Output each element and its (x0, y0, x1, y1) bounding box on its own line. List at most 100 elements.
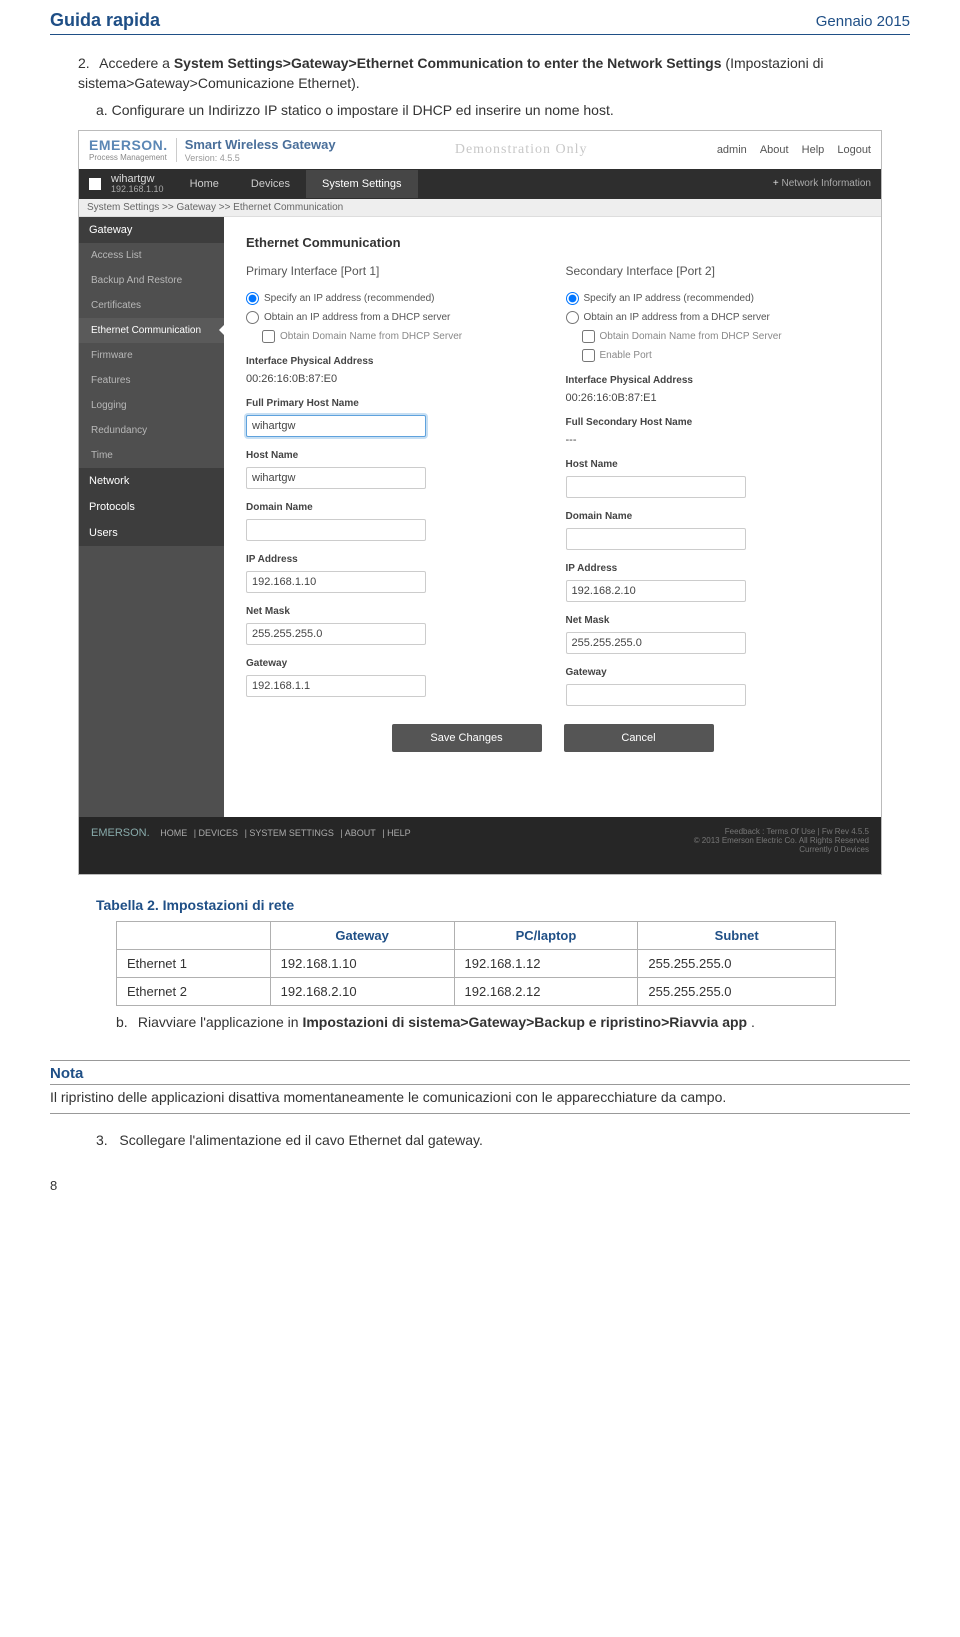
sidebar-item-redundancy[interactable]: Redundancy (79, 418, 224, 443)
brand-block: EMERSON. Process Management Smart Wirele… (89, 137, 336, 163)
intro-text-pre: Accedere a (99, 55, 174, 71)
primary-opt-dhcp[interactable]: Obtain an IP address from a DHCP server (246, 311, 540, 324)
page-header: Guida rapida Gennaio 2015 (50, 0, 910, 35)
save-button[interactable]: Save Changes (392, 724, 542, 752)
primary-ip-label: IP Address (246, 554, 540, 565)
primary-gw-input[interactable] (246, 675, 426, 697)
secondary-radio-dhcp[interactable] (566, 311, 579, 324)
screenshot: EMERSON. Process Management Smart Wirele… (78, 130, 882, 875)
sidebar-item-backup-restore[interactable]: Backup And Restore (79, 268, 224, 293)
table2: Gateway PC/laptop Subnet Ethernet 1 192.… (116, 921, 836, 1006)
primary-domain-input[interactable] (246, 519, 426, 541)
sidebar-item-certificates[interactable]: Certificates (79, 293, 224, 318)
primary-radio-dhcp[interactable] (246, 311, 259, 324)
sub-letter: a. (96, 102, 108, 118)
sidebar-item-access-list[interactable]: Access List (79, 243, 224, 268)
sidebar-group-protocols[interactable]: Protocols (79, 494, 224, 520)
secondary-gw-input[interactable] (566, 684, 746, 706)
intro-step-2: 2. Accedere a System Settings>Gateway>Et… (78, 53, 910, 94)
secondary-fullhost-label: Full Secondary Host Name (566, 417, 860, 428)
tab-home[interactable]: Home (174, 170, 235, 198)
tab-system-settings[interactable]: System Settings (306, 170, 417, 198)
link-about[interactable]: About (760, 144, 789, 156)
footer-link-home[interactable]: HOME (160, 828, 187, 838)
demo-watermark: Demonstration Only (455, 142, 588, 158)
primary-gw-label: Gateway (246, 658, 540, 669)
secondary-opt-dhcp[interactable]: Obtain an IP address from a DHCP server (566, 311, 860, 324)
sub-text: Configurare un Indirizzo IP statico o im… (112, 102, 614, 118)
footer-right1: Feedback : Terms Of Use | Fw Rev 4.5.5 (694, 827, 869, 836)
primary-mac: 00:26:16:0B:87:E0 (246, 373, 540, 385)
secondary-domain-input[interactable] (566, 528, 746, 550)
sidebar-item-ethernet-comm[interactable]: Ethernet Communication (79, 318, 224, 343)
secondary-checkbox-dname[interactable] (582, 330, 595, 343)
sidebar-item-logging[interactable]: Logging (79, 393, 224, 418)
sidebar-group-network[interactable]: Network (79, 468, 224, 494)
cancel-button[interactable]: Cancel (564, 724, 714, 752)
footer-link-about[interactable]: ABOUT (345, 828, 376, 838)
table-row: Ethernet 2 192.168.2.10 192.168.2.12 255… (117, 977, 836, 1005)
table2-r0-pc: 192.168.1.12 (454, 949, 638, 977)
primary-opt-specify[interactable]: Specify an IP address (recommended) (246, 292, 540, 305)
secondary-ip-input[interactable] (566, 580, 746, 602)
secondary-fullhost: --- (566, 434, 860, 446)
footer-link-settings[interactable]: SYSTEM SETTINGS (249, 828, 334, 838)
primary-fullhost-input[interactable] (246, 415, 426, 437)
secondary-hostname-label: Host Name (566, 459, 860, 470)
primary-chk-dname[interactable]: Obtain Domain Name from DHCP Server (262, 330, 540, 343)
secondary-opt-specify[interactable]: Specify an IP address (recommended) (566, 292, 860, 305)
secondary-hostname-input[interactable] (566, 476, 746, 498)
footer-link-devices[interactable]: DEVICES (199, 828, 239, 838)
secondary-mask-input[interactable] (566, 632, 746, 654)
nota-body: Il ripristino delle applicazioni disatti… (50, 1087, 910, 1114)
top-links: admin About Help Logout (707, 144, 871, 156)
secondary-mask-label: Net Mask (566, 615, 860, 626)
secondary-opt-specify-label: Specify an IP address (recommended) (584, 293, 754, 304)
sidebar-item-firmware[interactable]: Firmware (79, 343, 224, 368)
link-logout[interactable]: Logout (837, 144, 871, 156)
primary-chk-dname-label: Obtain Domain Name from DHCP Server (280, 331, 462, 342)
table2-th-pc: PC/laptop (454, 921, 638, 949)
sidebar-group-gateway[interactable]: Gateway (79, 217, 224, 243)
secondary-chk-enable-label: Enable Port (600, 350, 652, 361)
primary-ip-input[interactable] (246, 571, 426, 593)
footer-right3: Currently 0 Devices (694, 845, 869, 854)
tab-devices[interactable]: Devices (235, 170, 306, 198)
link-admin[interactable]: admin (717, 144, 747, 156)
link-help[interactable]: Help (802, 144, 825, 156)
secondary-radio-specify[interactable] (566, 292, 579, 305)
primary-mac-label: Interface Physical Address (246, 356, 540, 367)
secondary-mac-label: Interface Physical Address (566, 375, 860, 386)
primary-checkbox-dname[interactable] (262, 330, 275, 343)
sidebar-item-time[interactable]: Time (79, 443, 224, 468)
secondary-header: Secondary Interface [Port 2] (566, 264, 860, 278)
table2-r1-gw: 192.168.2.10 (270, 977, 454, 1005)
secondary-chk-dname-label: Obtain Domain Name from DHCP Server (600, 331, 782, 342)
brand-logo: EMERSON. (89, 137, 168, 153)
footer-link-help[interactable]: HELP (387, 828, 411, 838)
host-icon (89, 178, 101, 190)
sidebar-group-users[interactable]: Users (79, 520, 224, 546)
secondary-gw-label: Gateway (566, 667, 860, 678)
table2-th-blank (117, 921, 271, 949)
network-info-link[interactable]: Network Information (773, 178, 871, 189)
primary-hostname-label: Host Name (246, 450, 540, 461)
button-row: Save Changes Cancel (246, 724, 859, 752)
primary-domain-label: Domain Name (246, 502, 540, 513)
primary-radio-specify[interactable] (246, 292, 259, 305)
table-row: Ethernet 1 192.168.1.10 192.168.1.12 255… (117, 949, 836, 977)
step-3: 3. Scollegare l'alimentazione ed il cavo… (96, 1132, 910, 1148)
primary-hostname-input[interactable] (246, 467, 426, 489)
product-version: Version: 4.5.5 (185, 153, 336, 163)
primary-header: Primary Interface [Port 1] (246, 264, 540, 278)
sub-b-letter: b. (116, 1012, 134, 1032)
sidebar-item-features[interactable]: Features (79, 368, 224, 393)
secondary-chk-dname[interactable]: Obtain Domain Name from DHCP Server (582, 330, 860, 343)
sub-b-pre: Riavviare l'applicazione in (138, 1014, 303, 1030)
primary-mask-input[interactable] (246, 623, 426, 645)
primary-interface-col: Primary Interface [Port 1] Specify an IP… (246, 264, 540, 706)
secondary-domain-label: Domain Name (566, 511, 860, 522)
secondary-checkbox-enable[interactable] (582, 349, 595, 362)
footer-brand: EMERSON. (91, 827, 150, 839)
secondary-chk-enable[interactable]: Enable Port (582, 349, 860, 362)
